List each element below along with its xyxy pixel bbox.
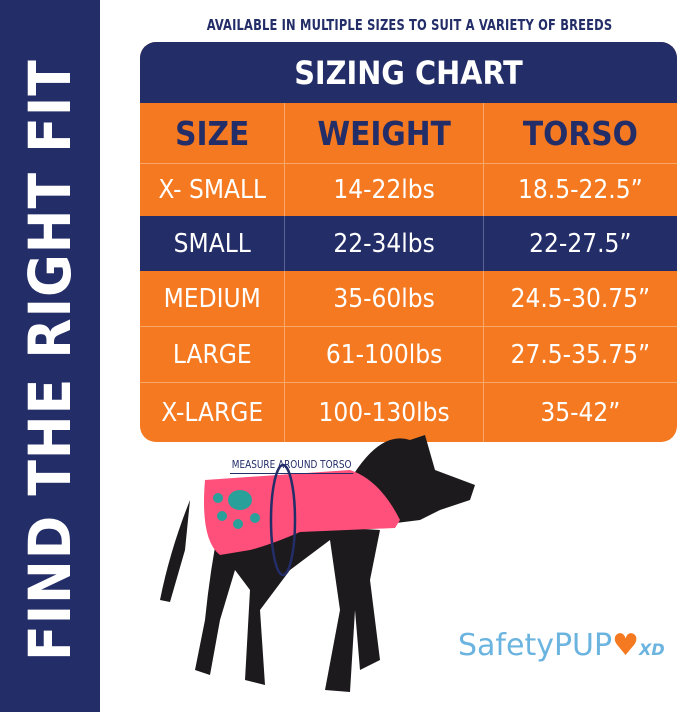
size-cell: X- SMALL (158, 175, 267, 205)
subtitle: AVAILABLE IN MULTIPLE SIZES TO SUIT A VA… (206, 16, 613, 34)
torso-cell: 35-42” (482, 383, 677, 442)
table-row: SMALL 22-34lbs 22-27.5” (140, 216, 677, 271)
sizing-chart: SIZING CHART SIZE WEIGHT TORSO X- SMALL … (140, 42, 677, 442)
dog-image (160, 435, 475, 692)
chart-title: SIZING CHART (140, 42, 677, 103)
torso-cell: 27.5-35.75” (482, 327, 677, 382)
table-row: X-LARGE 100-130lbs 35-42” (140, 382, 677, 442)
measure-label: MEASURE AROUND TORSO (230, 458, 354, 474)
side-title: FIND THE RIGHT FIT (16, 59, 84, 661)
weight-cell: 22-34lbs (284, 216, 482, 271)
weight-cell: 100-130lbs (284, 383, 482, 442)
table-row: MEDIUM 35-60lbs 24.5-30.75” (140, 271, 677, 326)
weight-cell: 35-60lbs (284, 271, 482, 326)
vest (204, 470, 400, 555)
paw-icon (213, 490, 260, 529)
measure-loop (269, 463, 297, 577)
table-row: X- SMALL 14-22lbs 18.5-22.5” (140, 163, 677, 216)
torso-cell: 24.5-30.75” (482, 271, 677, 326)
paw-heart-icon: ♥ (612, 628, 640, 663)
side-band: FIND THE RIGHT FIT (0, 0, 100, 712)
header-row: SIZE WEIGHT TORSO (140, 103, 677, 163)
size-cell: MEDIUM (163, 283, 261, 314)
weight-cell: 61-100lbs (284, 327, 482, 382)
size-cell: LARGE (172, 339, 252, 370)
header-weight: WEIGHT (284, 103, 482, 163)
logo-text: SafetyPUP (458, 628, 613, 663)
header-size: SIZE (175, 113, 250, 153)
brand-logo: SafetyPUP♥XD (458, 628, 665, 663)
logo-suffix: XD (639, 640, 665, 659)
weight-cell: 14-22lbs (284, 164, 482, 216)
torso-cell: 18.5-22.5” (482, 164, 677, 216)
header-torso: TORSO (482, 103, 677, 163)
size-cell: SMALL (173, 228, 251, 259)
torso-cell: 22-27.5” (482, 216, 677, 271)
table-row: LARGE 61-100lbs 27.5-35.75” (140, 326, 677, 382)
size-cell: X-LARGE (161, 398, 264, 428)
